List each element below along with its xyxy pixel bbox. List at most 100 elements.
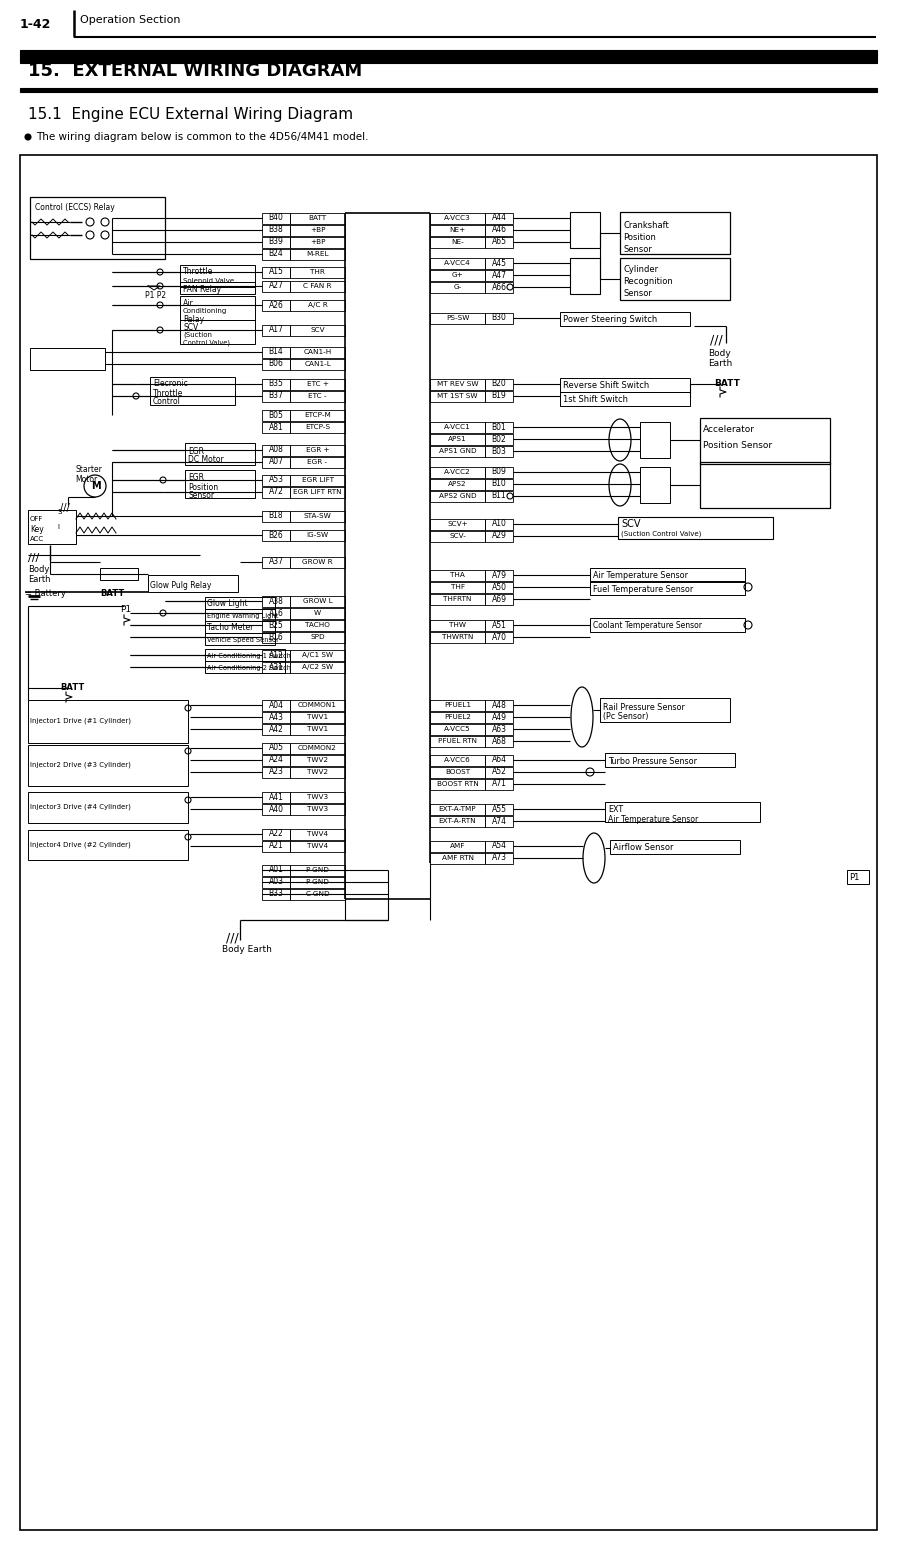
Text: ETC -: ETC - — [309, 393, 327, 399]
Text: PS-SW: PS-SW — [446, 315, 469, 322]
Text: Airflow Sensor: Airflow Sensor — [613, 844, 674, 853]
Bar — [485, 779, 513, 789]
Bar — [640, 423, 670, 458]
Text: A53: A53 — [268, 476, 283, 485]
Text: A49: A49 — [492, 712, 507, 721]
Text: A43: A43 — [268, 712, 283, 721]
Bar — [205, 597, 275, 609]
Text: CAN1-H: CAN1-H — [303, 350, 332, 354]
Bar — [485, 423, 513, 434]
Text: Injector4 Drive (#2 Cylinder): Injector4 Drive (#2 Cylinder) — [30, 842, 131, 848]
Text: B25: B25 — [268, 620, 283, 629]
Text: B06: B06 — [268, 359, 283, 368]
Bar — [205, 609, 275, 622]
Bar — [485, 213, 513, 224]
Text: P1 P2: P1 P2 — [145, 292, 166, 300]
Text: Glow Pulg Relay: Glow Pulg Relay — [150, 581, 212, 589]
Text: ETCP-M: ETCP-M — [304, 412, 331, 418]
Bar — [290, 793, 345, 803]
Bar — [485, 768, 513, 779]
Bar — [180, 295, 255, 320]
Bar — [290, 359, 345, 370]
Text: A46: A46 — [492, 225, 507, 235]
Bar — [290, 650, 345, 660]
Bar — [290, 724, 345, 735]
Bar — [262, 866, 290, 876]
Bar — [262, 325, 290, 336]
Bar — [180, 266, 255, 287]
Bar — [430, 379, 485, 390]
Bar — [262, 828, 290, 841]
Bar — [485, 312, 513, 323]
Text: 15.1  Engine ECU External Wiring Diagram: 15.1 Engine ECU External Wiring Diagram — [28, 107, 353, 123]
Text: THA: THA — [450, 572, 465, 578]
Text: MT 1ST SW: MT 1ST SW — [437, 393, 478, 399]
Bar — [262, 476, 290, 486]
Bar — [430, 779, 485, 789]
Text: B33: B33 — [268, 889, 283, 898]
Text: M-REL: M-REL — [306, 252, 328, 256]
Bar — [205, 632, 275, 645]
Text: +BP: +BP — [309, 239, 326, 246]
Text: Conditioning: Conditioning — [183, 308, 227, 314]
Bar — [290, 238, 345, 249]
Text: A29: A29 — [492, 531, 507, 541]
Text: Control: Control — [153, 396, 181, 406]
Text: SCV+: SCV+ — [447, 521, 468, 527]
Text: COMMON1: COMMON1 — [298, 702, 337, 709]
Text: TWV2: TWV2 — [307, 757, 328, 763]
Text: A47: A47 — [492, 270, 507, 280]
Text: B16: B16 — [268, 632, 283, 642]
Text: Starter: Starter — [75, 466, 102, 474]
Text: Sensor: Sensor — [188, 491, 214, 500]
Bar — [430, 270, 485, 281]
Text: Earth: Earth — [708, 359, 732, 367]
Bar — [180, 281, 255, 294]
Text: B03: B03 — [492, 446, 507, 455]
Text: G-: G- — [453, 284, 462, 291]
Bar — [262, 755, 290, 766]
Bar — [430, 446, 485, 457]
Text: Earth: Earth — [28, 575, 50, 583]
Bar — [290, 410, 345, 421]
Bar — [430, 225, 485, 236]
Text: A-VCC6: A-VCC6 — [444, 757, 471, 763]
Bar — [262, 743, 290, 754]
Text: PFUEL1: PFUEL1 — [444, 702, 471, 709]
Text: TWV1: TWV1 — [307, 726, 328, 732]
Text: SPD: SPD — [310, 634, 325, 640]
Bar — [150, 378, 235, 406]
Text: A40: A40 — [268, 805, 283, 813]
Text: ///: /// — [710, 334, 723, 347]
Text: B18: B18 — [269, 511, 283, 521]
Text: Injector2 Drive (#3 Cylinder): Injector2 Drive (#3 Cylinder) — [30, 761, 131, 768]
Text: P-GND: P-GND — [306, 867, 329, 873]
Text: EGR: EGR — [188, 474, 204, 482]
Bar — [290, 213, 345, 224]
Text: Air Temperature Sensor: Air Temperature Sensor — [593, 572, 688, 581]
Text: 1st Shift Switch: 1st Shift Switch — [563, 396, 628, 404]
Bar — [605, 802, 760, 822]
Bar — [205, 660, 285, 673]
Text: NE-: NE- — [451, 239, 464, 246]
Bar — [290, 866, 345, 876]
Text: A-VCC5: A-VCC5 — [444, 726, 471, 732]
Bar — [605, 754, 735, 768]
Text: M: M — [91, 482, 100, 491]
Bar — [640, 468, 670, 503]
Bar — [262, 486, 290, 497]
Bar — [290, 325, 345, 336]
Bar — [290, 476, 345, 486]
Bar — [485, 737, 513, 747]
Text: B10: B10 — [492, 480, 507, 488]
Text: A17: A17 — [268, 325, 283, 334]
Text: Solenoid Valve: Solenoid Valve — [183, 278, 234, 284]
Text: A-VCC2: A-VCC2 — [444, 469, 471, 476]
Text: IG-SW: IG-SW — [307, 531, 328, 538]
Text: A08: A08 — [268, 446, 283, 454]
Bar — [485, 632, 513, 643]
Text: B02: B02 — [492, 435, 507, 443]
Text: Control Valve): Control Valve) — [183, 340, 230, 347]
Bar — [430, 803, 485, 814]
Bar — [290, 876, 345, 887]
